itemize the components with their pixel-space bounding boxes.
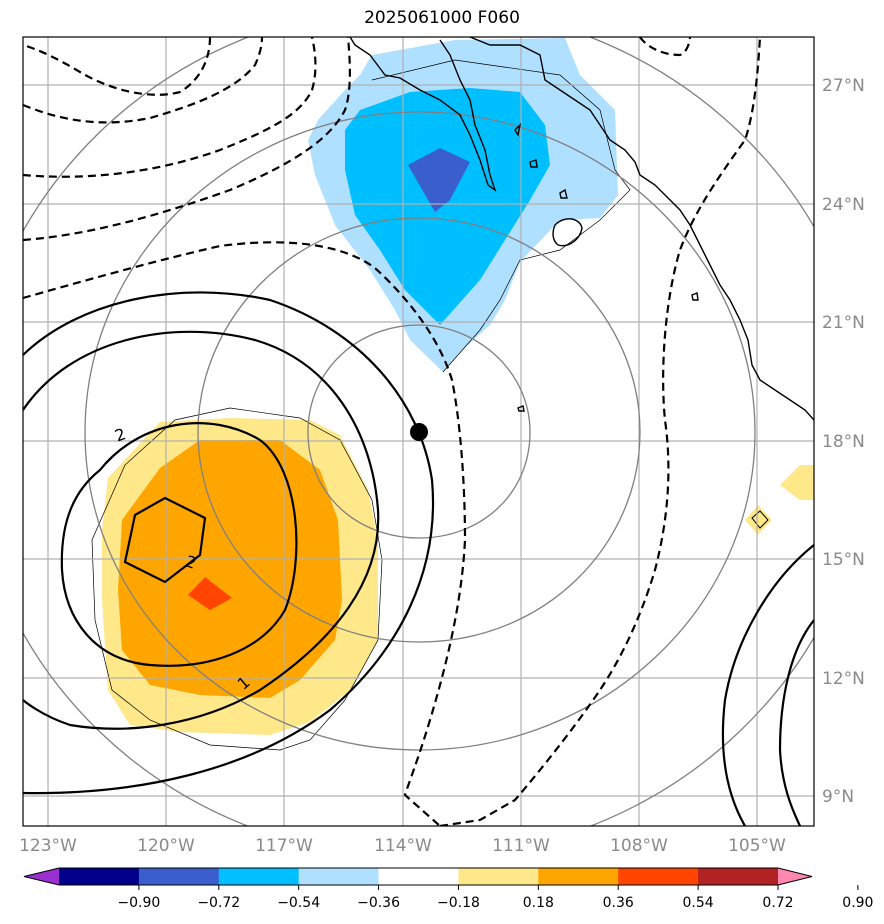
negative-anomaly-field — [308, 38, 618, 372]
colorbar: −0.90 −0.72 −0.54 −0.36 −0.18 0.18 0.36 0.54 0.7… — [23, 867, 873, 911]
colorbar-tick-label: −0.36 — [357, 895, 400, 911]
lat-label: 21°N — [822, 313, 865, 333]
shade-small-yellow-2 — [745, 505, 772, 535]
range-rings — [23, 37, 814, 826]
lat-label: 27°N — [822, 76, 865, 96]
lon-label: 108°W — [610, 836, 668, 856]
positive-contours — [23, 291, 814, 826]
shade-blue — [345, 88, 550, 325]
negative-contours — [23, 37, 762, 826]
colorbar-swatch — [618, 868, 699, 885]
colorbar-swatch — [298, 868, 380, 885]
latitude-labels: 27°N 24°N 21°N 18°N 15°N 12°N 9°N — [822, 76, 865, 807]
contour-2-inner — [123, 496, 207, 584]
lat-label: 12°N — [822, 669, 865, 689]
shade-orange — [118, 440, 342, 698]
colorbar-swatch — [138, 868, 220, 885]
colorbar-extend-low — [24, 868, 59, 885]
lon-label: 120°W — [137, 836, 195, 856]
storm-center-marker — [410, 423, 428, 441]
colorbar-outline — [23, 867, 813, 886]
colorbar-swatch — [218, 868, 300, 885]
contour-right-1 — [721, 544, 814, 826]
map-title: 2025061000 F060 — [364, 8, 520, 28]
colorbar-swatch — [458, 868, 539, 885]
lon-label: 117°W — [255, 836, 313, 856]
longitude-labels: 123°W 120°W 117°W 114°W 111°W 108°W 105°… — [19, 836, 786, 856]
lon-label: 105°W — [728, 836, 786, 856]
colorbar-tick-label: 0.72 — [762, 895, 793, 911]
colorbar-extend-high — [778, 868, 812, 885]
colorbar-swatch — [378, 868, 459, 885]
lat-label: 18°N — [822, 432, 865, 452]
shade-royal-blue — [408, 148, 470, 212]
colorbar-tick-label: 0.90 — [842, 895, 873, 911]
coastline — [349, 37, 814, 421]
colorbar-swatch — [59, 868, 140, 885]
colorbar-tick-label: −0.72 — [197, 895, 240, 911]
colorbar-tick-label: −0.18 — [437, 895, 480, 911]
contour-2-outer — [60, 422, 298, 667]
lon-label: 111°W — [492, 836, 550, 856]
lon-label: 114°W — [374, 836, 432, 856]
colorbar-tick-label: −0.54 — [277, 895, 320, 911]
map-plot-area: 2 2 1 — [23, 37, 814, 826]
colorbar-tick-label: 0.54 — [683, 895, 714, 911]
colorbar-swatch — [538, 868, 619, 885]
lat-label: 9°N — [822, 787, 854, 807]
colorbar-tick-label: −0.90 — [117, 895, 160, 911]
contour-1 — [23, 330, 380, 730]
lat-label: 15°N — [822, 550, 865, 570]
lon-label: 123°W — [19, 836, 77, 856]
shade-outlines — [91, 59, 631, 751]
lat-label: 24°N — [822, 195, 865, 215]
map-frame — [22, 36, 815, 827]
shade-red-orange — [188, 577, 232, 610]
positive-anomaly-field — [102, 418, 814, 735]
colorbar-swatch — [698, 868, 779, 885]
colorbar-tick-label: 0.18 — [523, 895, 554, 911]
colorbar-tick-label: 0.36 — [603, 895, 634, 911]
contour-right-2 — [778, 619, 814, 826]
contour-05 — [23, 291, 435, 795]
shade-small-yellow — [780, 465, 814, 500]
